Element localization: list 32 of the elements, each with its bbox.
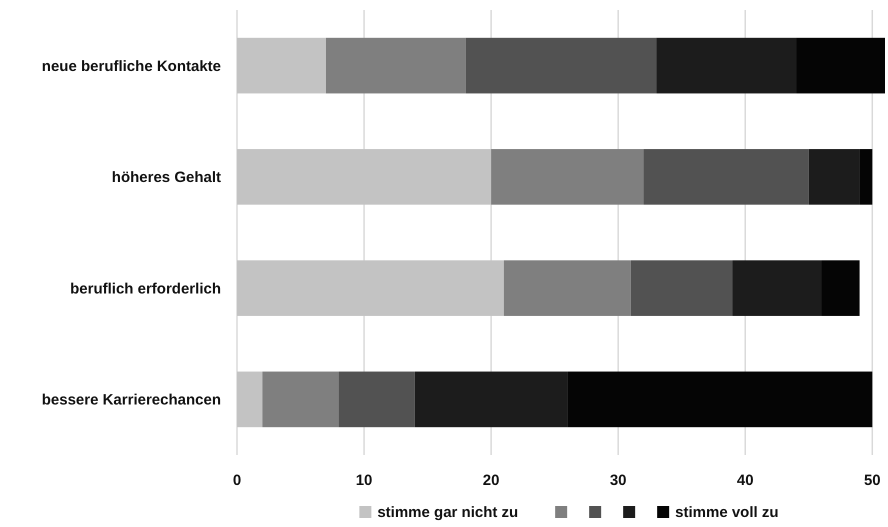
y-tick-label: neue berufliche Kontakte <box>42 58 221 75</box>
bar <box>466 38 656 94</box>
bar <box>237 38 326 94</box>
bar <box>414 372 568 428</box>
y-tick-label: höheres Gehalt <box>112 169 221 186</box>
bar <box>656 38 796 94</box>
bar <box>644 149 809 205</box>
bar <box>237 372 262 428</box>
x-tick-label: 50 <box>864 472 881 489</box>
legend-label: stimme voll zu <box>675 504 779 521</box>
x-tick-label: 40 <box>736 472 754 489</box>
bar <box>237 260 504 316</box>
x-tick-label: 0 <box>232 472 242 489</box>
bar <box>821 260 860 316</box>
y-tick-label: beruflich erforderlich <box>70 280 221 298</box>
bar <box>491 149 644 205</box>
bar <box>732 260 822 316</box>
y-tick-label: bessere Karrierechancen <box>42 392 221 409</box>
bar <box>504 260 631 316</box>
bar <box>237 149 492 205</box>
x-tick-label: 10 <box>356 472 372 489</box>
bar <box>326 38 466 94</box>
legend-label: stimme gar nicht zu <box>377 504 518 521</box>
bar <box>860 149 872 205</box>
bar <box>338 372 415 428</box>
bar <box>567 372 872 428</box>
bar <box>808 149 860 205</box>
x-tick-label: 20 <box>482 472 500 489</box>
x-tick-label: 30 <box>610 472 627 489</box>
bar <box>262 372 339 428</box>
bar <box>796 38 885 94</box>
bar <box>630 260 733 316</box>
